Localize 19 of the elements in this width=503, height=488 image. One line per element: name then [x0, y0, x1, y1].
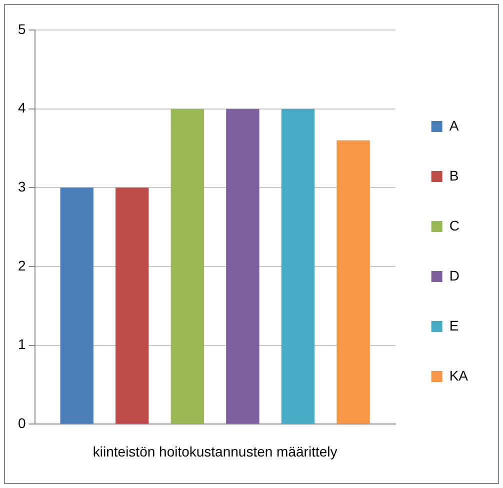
y-tick-label: 1 — [18, 336, 26, 352]
bar — [336, 140, 370, 424]
bar — [60, 188, 94, 424]
x-tick-label: kiinteistön hoitokustannusten määrittely — [92, 443, 338, 460]
bar — [226, 108, 260, 424]
y-tick-label: 3 — [18, 178, 26, 195]
legend-label: A — [449, 117, 460, 134]
legend-label: C — [449, 217, 460, 234]
y-tick-label: 4 — [18, 100, 26, 116]
bar — [170, 108, 204, 424]
bar — [116, 188, 149, 424]
legend-label: D — [449, 267, 460, 284]
legend-label: E — [449, 317, 459, 334]
legend-label: KA — [449, 367, 469, 384]
y-tick-label: 0 — [18, 415, 26, 432]
y-tick-label: 5 — [18, 20, 26, 37]
bar — [281, 108, 315, 424]
legend-label: B — [449, 167, 459, 184]
y-tick-label: 2 — [18, 257, 26, 274]
